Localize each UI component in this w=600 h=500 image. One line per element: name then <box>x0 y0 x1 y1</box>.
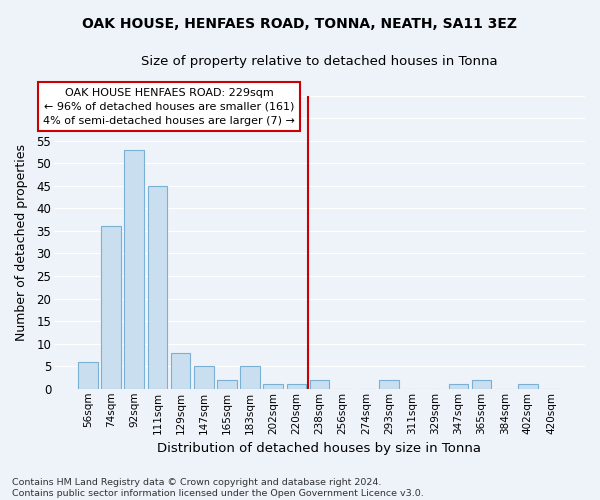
Bar <box>194 366 214 389</box>
Bar <box>518 384 538 389</box>
Bar <box>472 380 491 389</box>
Text: OAK HOUSE, HENFAES ROAD, TONNA, NEATH, SA11 3EZ: OAK HOUSE, HENFAES ROAD, TONNA, NEATH, S… <box>83 18 517 32</box>
Bar <box>78 362 98 389</box>
Bar <box>148 186 167 389</box>
Title: Size of property relative to detached houses in Tonna: Size of property relative to detached ho… <box>141 55 498 68</box>
Bar <box>287 384 306 389</box>
Text: OAK HOUSE HENFAES ROAD: 229sqm
← 96% of detached houses are smaller (161)
4% of : OAK HOUSE HENFAES ROAD: 229sqm ← 96% of … <box>43 88 295 126</box>
Bar <box>124 150 144 389</box>
Y-axis label: Number of detached properties: Number of detached properties <box>15 144 28 340</box>
Bar <box>101 226 121 389</box>
Bar <box>310 380 329 389</box>
Bar <box>263 384 283 389</box>
X-axis label: Distribution of detached houses by size in Tonna: Distribution of detached houses by size … <box>157 442 481 455</box>
Bar <box>217 380 237 389</box>
Bar <box>240 366 260 389</box>
Text: Contains HM Land Registry data © Crown copyright and database right 2024.
Contai: Contains HM Land Registry data © Crown c… <box>12 478 424 498</box>
Bar <box>379 380 399 389</box>
Bar <box>171 352 190 389</box>
Bar <box>449 384 468 389</box>
